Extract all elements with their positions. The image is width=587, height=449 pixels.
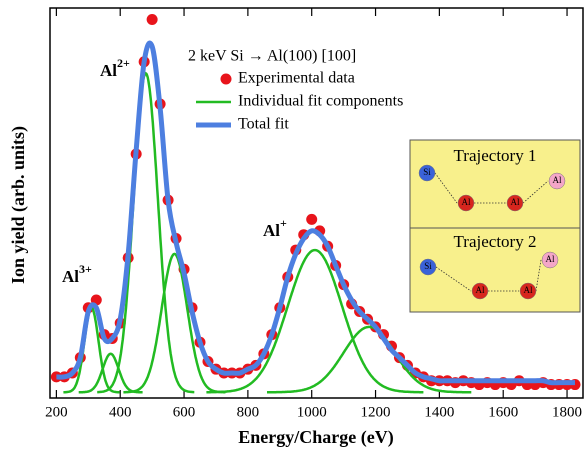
- atom: [418, 164, 436, 182]
- fit-component: [97, 71, 195, 394]
- inset-title: Trajectory 2: [454, 232, 537, 251]
- atom-label: Al: [476, 285, 485, 295]
- atom: [506, 194, 524, 212]
- atom: [471, 282, 489, 300]
- legend-label: Individual fit components: [238, 93, 403, 110]
- atom-label: Si: [424, 261, 432, 271]
- atom: [548, 172, 566, 190]
- atom-label: Al: [462, 197, 471, 207]
- peak-label-charge: 3+: [79, 262, 92, 276]
- data-point: [306, 213, 318, 225]
- trajectory-arrow: [535, 259, 542, 292]
- x-tick-label: 800: [237, 404, 260, 420]
- peak-label-charge: +: [280, 216, 287, 230]
- y-axis-title: Ion yield (arb. units): [8, 126, 29, 284]
- trajectory-arrow: [435, 266, 472, 292]
- x-tick-label: 1600: [488, 404, 518, 420]
- atom: [419, 258, 437, 276]
- x-tick-label: 400: [109, 404, 132, 420]
- legend-label: Experimental data: [238, 70, 355, 87]
- x-tick-label: 1800: [552, 404, 582, 420]
- data-point: [146, 14, 158, 26]
- atom-label: Al: [553, 175, 562, 185]
- fit-component: [123, 252, 226, 394]
- inset-box: [409, 139, 581, 313]
- x-tick-label: 600: [173, 404, 196, 420]
- chart-title: 2 keV Si → Al(100) [100]: [188, 48, 356, 65]
- legend-label: Total fit: [238, 116, 289, 133]
- fit-component: [206, 248, 424, 394]
- fit-component: [267, 325, 472, 394]
- atom: [519, 282, 537, 300]
- trajectory-arrow: [522, 180, 549, 204]
- total-fit-line: [56, 40, 576, 386]
- x-tick-label: 1000: [297, 404, 327, 420]
- peak-label-text: Al: [62, 267, 79, 286]
- x-axis-title: Energy/Charge (eV): [238, 427, 393, 448]
- peak-label-text: Al: [100, 61, 117, 80]
- inset-title: Trajectory 1: [454, 146, 537, 165]
- atom-label: Al: [524, 285, 533, 295]
- atom: [457, 194, 475, 212]
- peak-label: Al+: [263, 216, 287, 240]
- legend-marker: [220, 73, 232, 85]
- x-tick-label: 1400: [424, 404, 454, 420]
- trajectory-arrow: [434, 172, 458, 204]
- plot-frame: [49, 7, 584, 399]
- fit-component: [63, 306, 120, 394]
- peak-label: Al3+: [62, 262, 92, 286]
- atom-label: Si: [423, 167, 431, 177]
- peak-label-text: Al: [263, 221, 280, 240]
- atom-label: Al: [546, 254, 555, 264]
- atom: [541, 251, 559, 269]
- peak-label: Al2+: [100, 56, 130, 80]
- peak-label-charge: 2+: [117, 56, 130, 70]
- x-tick-label: 200: [45, 404, 68, 420]
- atom-label: Al: [511, 197, 520, 207]
- x-tick-label: 1200: [361, 404, 391, 420]
